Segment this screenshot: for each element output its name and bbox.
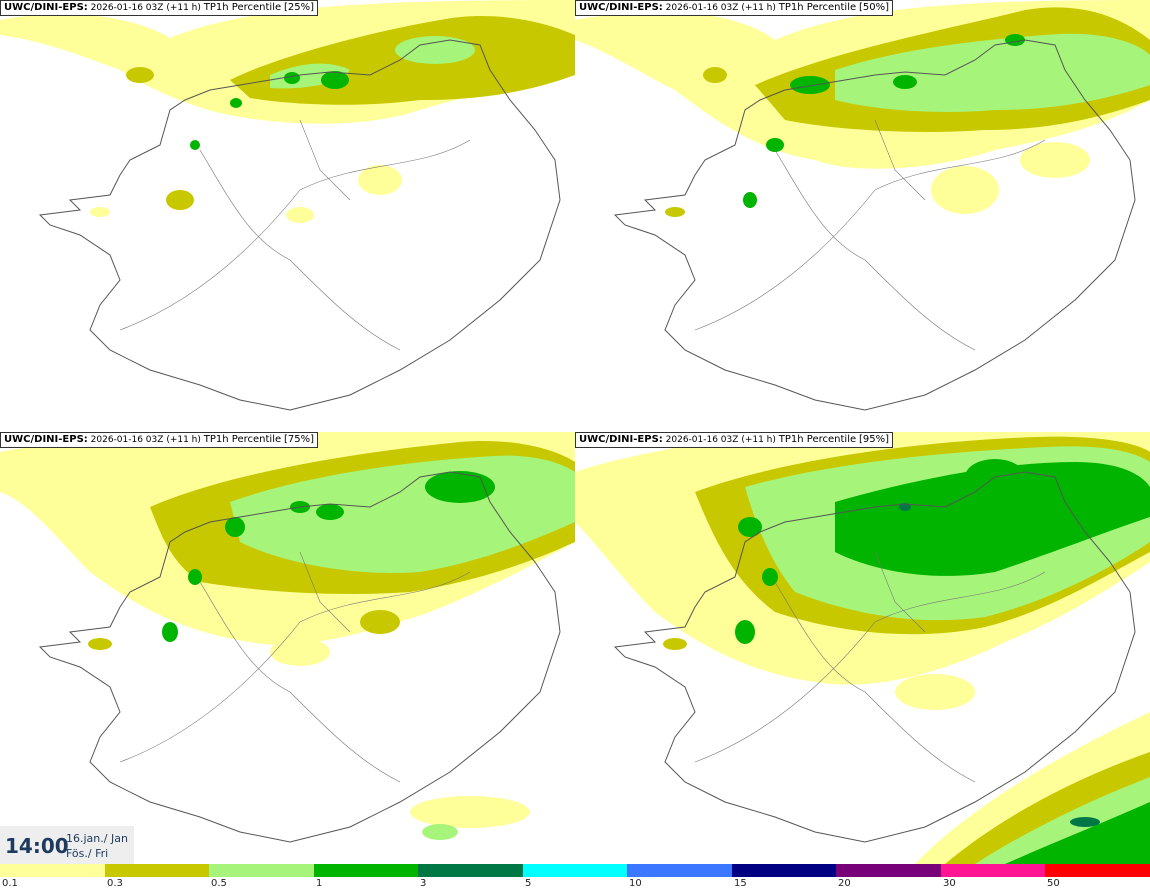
field-name: TP1h Percentile [778,2,857,13]
run-time: 2026-01-16 03Z [665,435,739,445]
map-panel-p25: UWC/DINI-EPS: 2026-01-16 03Z (+11 h) TP1… [0,0,575,432]
precip-map-p50 [575,0,1150,411]
panel-header-p95: UWC/DINI-EPS: 2026-01-16 03Z (+11 h) TP1… [575,432,894,448]
panel-header-p75: UWC/DINI-EPS: 2026-01-16 03Z (+11 h) TP1… [0,432,319,448]
legend-label: 50 [1047,878,1060,889]
panel-header-p50: UWC/DINI-EPS: 2026-01-16 03Z (+11 h) TP1… [575,0,894,16]
legend-label: 20 [838,878,851,889]
legend-swatch [418,864,523,877]
percentile-label: [25%] [284,2,315,13]
legend-swatch [522,864,628,877]
model-name: UWC/DINI-EPS [4,434,84,445]
legend-label: 15 [734,878,747,889]
iceland-outline-p75 [38,471,561,843]
lead-time: (+11 h) [166,3,201,13]
lead-time: (+11 h) [166,435,201,445]
legend-labels: 0.1 0.3 0.5 1 3 5 10 15 20 30 50 [0,877,1150,891]
legend-swatch [104,864,210,877]
model-name: UWC/DINI-EPS [4,2,84,13]
legend-label: 0.3 [107,878,123,889]
legend-swatch [209,864,314,877]
iceland-outline-p25 [38,39,561,411]
field-name: TP1h Percentile [203,2,282,13]
header-separator: : [83,2,88,13]
iceland-outline-p50 [613,39,1136,411]
legend-label: 10 [629,878,642,889]
legend-swatch [1045,864,1150,877]
run-time: 2026-01-16 03Z [665,3,739,13]
percentile-label: [95%] [859,434,890,445]
lead-time: (+11 h) [741,435,776,445]
model-name: UWC/DINI-EPS [579,434,659,445]
iceland-outline-p95 [613,471,1136,843]
valid-date-line1: 16.jan./ Jan [66,832,128,845]
valid-date-line2: Fös./ Fri [66,847,109,860]
legend-label: 0.5 [211,878,227,889]
run-time: 2026-01-16 03Z [90,435,164,445]
roads-p95 [694,551,1046,783]
legend-swatch [836,864,941,877]
legend-swatch [731,864,837,877]
run-time: 2026-01-16 03Z [90,3,164,13]
legend-swatch [627,864,732,877]
color-legend: 0.1 0.3 0.5 1 3 5 10 15 20 30 50 [0,864,1150,891]
model-name: UWC/DINI-EPS [579,2,659,13]
valid-time-box: 14:00 16.jan./ Jan Fös./ Fri [0,826,134,864]
legend-label: 5 [525,878,532,889]
field-name: TP1h Percentile [203,434,282,445]
precip-map-p25 [0,0,575,411]
percentile-label: [75%] [284,434,315,445]
roads-p25 [119,119,471,351]
legend-label: 0.1 [2,878,18,889]
map-panel-p75: UWC/DINI-EPS: 2026-01-16 03Z (+11 h) TP1… [0,432,575,864]
roads-p75 [119,551,471,783]
percentile-label: [50%] [859,2,890,13]
legend-color-bar [0,864,1150,877]
roads-p50 [694,119,1046,351]
legend-swatch [0,864,105,877]
header-separator: : [83,434,88,445]
map-panel-p50: UWC/DINI-EPS: 2026-01-16 03Z (+11 h) TP1… [575,0,1150,432]
legend-label: 1 [316,878,323,889]
lead-time: (+11 h) [741,3,776,13]
precip-map-p95 [575,432,1150,864]
header-separator: : [658,2,663,13]
map-panel-p95: UWC/DINI-EPS: 2026-01-16 03Z (+11 h) TP1… [575,432,1150,864]
legend-swatch [313,864,419,877]
legend-label: 3 [420,878,427,889]
field-name: TP1h Percentile [778,434,857,445]
valid-time: 14:00 [5,834,69,858]
precip-map-p75 [0,432,575,843]
legend-swatch [940,864,1046,877]
panel-header-p25: UWC/DINI-EPS: 2026-01-16 03Z (+11 h) TP1… [0,0,319,16]
legend-label: 30 [943,878,956,889]
header-separator: : [658,434,663,445]
